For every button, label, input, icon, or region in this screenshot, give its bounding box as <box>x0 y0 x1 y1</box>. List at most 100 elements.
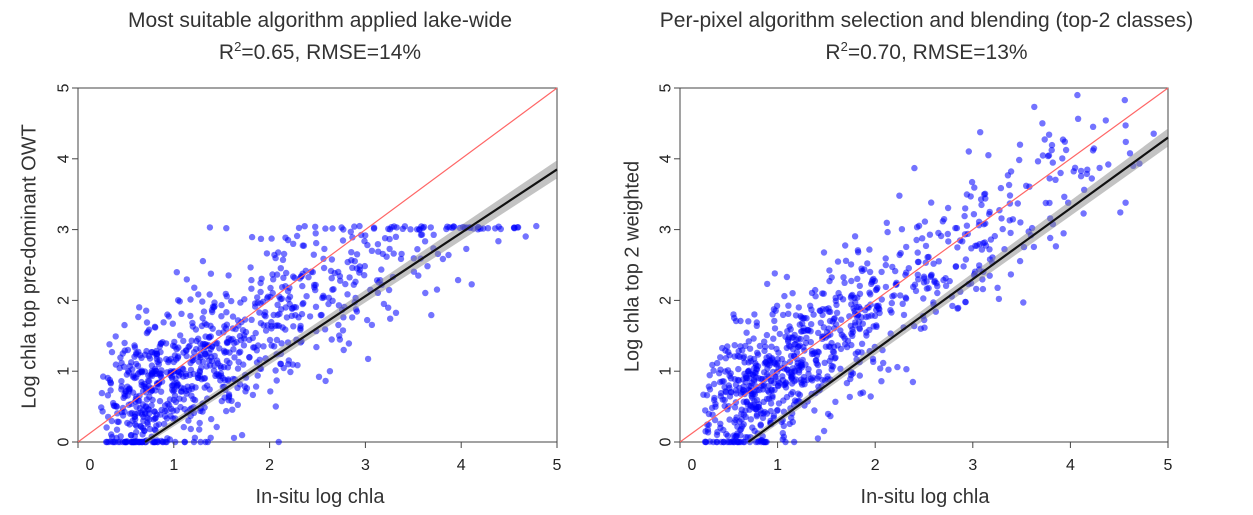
data-point <box>854 348 862 356</box>
data-point <box>745 359 752 366</box>
data-point <box>335 321 342 329</box>
data-point <box>215 329 222 336</box>
chart-subtitle: R2=0.70, RMSE=13% <box>600 34 1253 66</box>
data-point <box>998 215 1005 222</box>
data-point <box>252 303 259 310</box>
data-point <box>185 417 192 424</box>
data-point <box>399 225 406 232</box>
data-point <box>231 340 238 347</box>
data-point <box>348 249 355 256</box>
data-point <box>264 293 272 300</box>
data-point <box>285 296 292 303</box>
data-point <box>880 359 887 367</box>
regression-line <box>747 136 1169 443</box>
data-point <box>755 403 762 411</box>
one-to-one-line <box>77 87 558 443</box>
data-point <box>495 223 502 230</box>
data-point <box>768 343 775 350</box>
data-point <box>300 299 307 307</box>
data-point <box>796 391 804 399</box>
y-tick-label: 0 <box>658 437 675 446</box>
data-point <box>863 329 870 336</box>
y-tick-label: 2 <box>56 296 73 305</box>
data-point <box>99 408 106 415</box>
chart-title-text: Most suitable algorithm applied lake-wid… <box>127 9 513 32</box>
data-point <box>200 375 208 382</box>
data-point <box>290 240 297 247</box>
scatter-plot-right: 0 1 2 3 4 5 0 1 2 3 4 5 <box>658 83 1173 474</box>
data-point <box>917 325 924 332</box>
data-point <box>361 272 368 279</box>
data-point <box>297 326 304 333</box>
data-point <box>954 244 961 251</box>
data-point <box>968 178 976 186</box>
data-point <box>422 289 429 297</box>
data-point <box>320 255 327 262</box>
data-point <box>1074 115 1082 123</box>
data-point <box>428 311 435 319</box>
data-point <box>121 321 128 329</box>
data-point <box>121 339 128 347</box>
data-point <box>767 400 775 407</box>
data-point <box>798 361 805 368</box>
data-point <box>757 422 764 429</box>
data-point <box>805 370 812 378</box>
data-point <box>903 366 910 373</box>
x-tick-label: 4 <box>1066 457 1075 474</box>
x-tick-label: 3 <box>361 457 370 474</box>
data-point <box>278 340 285 347</box>
data-point <box>976 262 983 269</box>
data-point <box>789 365 796 372</box>
data-point <box>842 242 849 249</box>
data-point <box>223 407 230 415</box>
data-point <box>856 282 863 290</box>
data-point <box>700 391 707 398</box>
data-point <box>717 420 724 427</box>
data-point <box>732 387 740 394</box>
data-point <box>196 419 203 427</box>
data-point <box>978 201 985 209</box>
y-tick-label: 1 <box>658 367 675 376</box>
data-point <box>163 369 171 376</box>
data-point <box>243 385 251 392</box>
data-point <box>809 374 816 381</box>
data-point <box>240 342 248 349</box>
data-point <box>741 370 748 377</box>
data-point <box>750 378 758 385</box>
data-point <box>824 410 832 418</box>
data-point <box>935 258 942 265</box>
data-point <box>246 354 253 361</box>
data-point <box>169 320 176 327</box>
data-point <box>1048 141 1056 149</box>
data-point <box>864 260 871 267</box>
data-point <box>742 342 749 350</box>
data-point <box>780 397 787 404</box>
data-point <box>153 422 160 429</box>
data-point <box>248 285 255 292</box>
data-point <box>319 294 326 302</box>
data-point <box>745 338 752 345</box>
data-point <box>312 230 319 237</box>
data-point <box>731 342 738 349</box>
data-point <box>714 359 721 367</box>
data-point <box>1077 167 1085 175</box>
data-point <box>103 424 110 431</box>
data-point <box>1080 210 1087 217</box>
data-point <box>772 307 779 314</box>
data-point <box>858 267 866 275</box>
data-point <box>293 232 301 240</box>
data-point <box>211 352 218 360</box>
data-point <box>834 342 841 349</box>
data-point <box>322 377 329 385</box>
data-point <box>260 343 267 350</box>
data-point <box>190 349 198 356</box>
data-point <box>134 370 142 378</box>
data-point <box>468 281 475 288</box>
data-point <box>764 280 771 288</box>
x-tick-label: 0 <box>86 457 95 474</box>
data-point <box>370 225 378 232</box>
data-point <box>433 286 441 293</box>
data-point <box>113 426 121 433</box>
data-point <box>1121 96 1128 104</box>
data-point <box>207 345 214 353</box>
